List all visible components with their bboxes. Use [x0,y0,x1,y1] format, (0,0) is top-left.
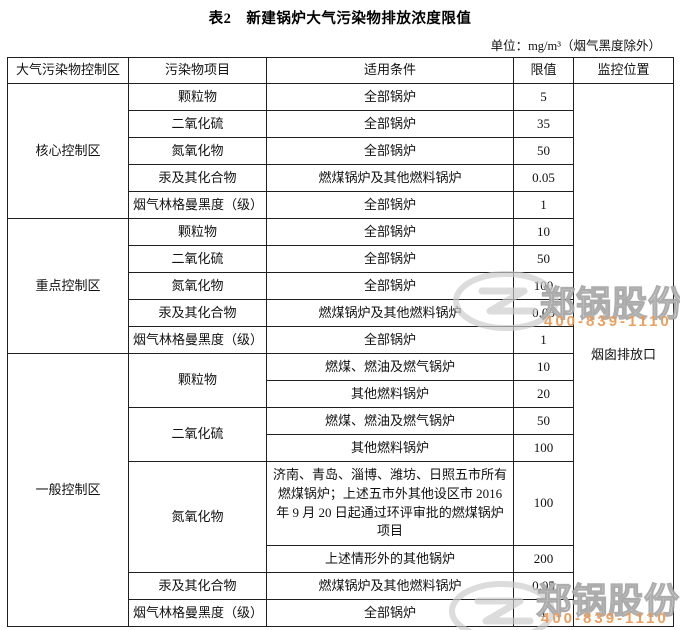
limit-cell: 50 [513,245,574,273]
limit-cell: 20 [513,380,574,408]
emission-limits-table: 大气污染物控制区 污染物项目 适用条件 限值 监控位置 核心控制区 颗粒物 全部… [7,57,674,627]
column-header-pollutant: 污染物项目 [128,57,267,84]
column-header-monitor: 监控位置 [573,57,674,84]
pollutant-cell: 汞及其化合物 [128,572,267,600]
table-row: 二氧化硫 燃煤、燃油及燃气锅炉 50 [8,407,674,462]
limit-cell: 50 [513,137,574,165]
table-row: 二氧化硫 全部锅炉 50 [8,245,674,273]
pollutant-cell: 烟气林格曼黑度（级） [128,191,267,219]
pollutant-cell: 氮氧化物 [128,137,267,165]
condition-cell: 全部锅炉 [266,272,514,300]
unit-note: 单位：mg/m³（烟气黑度除外） [490,39,661,53]
table-row: 核心控制区 颗粒物 全部锅炉 5 烟囱排放口 [7,83,674,627]
limit-cell: 10 [513,218,574,246]
limit-cell: 100 [513,434,574,462]
pollutant-cell: 二氧化硫 [128,407,267,462]
table-row: 二氧化硫 全部锅炉 35 [8,110,674,138]
pollutant-cell: 烟气林格曼黑度（级） [128,326,267,354]
table-row: 汞及其化合物 燃煤锅炉及其他燃料锅炉 0.05 [8,164,674,192]
limit-cell: 100 [513,461,574,546]
limit-cell: 100 [513,272,574,300]
table-row: 氮氧化物 济南、青岛、淄博、潍坊、日照五市所有燃煤锅炉；上述五市外其他设区市 2… [8,461,674,573]
condition-cell: 全部锅炉 [266,326,514,354]
zone-cell-key: 重点控制区 [7,218,129,354]
column-header-limit: 限值 [513,57,574,84]
condition-cell: 上述情形外的其他锅炉 [266,545,514,573]
zone-cell-core: 核心控制区 [7,83,129,219]
pollutant-cell: 氮氧化物 [128,272,267,300]
monitor-location-cell: 烟囱排放口 [573,83,674,627]
zone-cell-general: 一般控制区 [7,353,129,627]
condition-cell: 其他燃料锅炉 [266,380,514,408]
header-row: 大气污染物控制区 污染物项目 适用条件 限值 监控位置 [7,57,674,84]
condition-cell: 全部锅炉 [266,218,514,246]
limit-cell: 35 [513,110,574,138]
limit-cell: 0.05 [513,164,574,192]
table-row: 汞及其化合物 燃煤锅炉及其他燃料锅炉 0.05 [8,572,674,600]
limit-cell: 5 [513,83,574,111]
condition-cell: 其他燃料锅炉 [266,434,514,462]
table-row: 上述情形外的其他锅炉 200 [8,545,674,573]
pollutant-cell: 二氧化硫 [128,110,267,138]
pollutant-cell: 氮氧化物 [128,461,267,573]
limit-cell: 50 [513,407,574,435]
limit-cell: 1 [513,191,574,219]
limit-cell: 0.05 [513,299,574,327]
condition-cell: 燃煤锅炉及其他燃料锅炉 [266,299,514,327]
condition-cell: 全部锅炉 [266,191,514,219]
limit-cell: 0.05 [513,572,574,600]
condition-cell: 全部锅炉 [266,599,514,627]
condition-cell: 燃煤、燃油及燃气锅炉 [266,407,514,435]
column-header-condition: 适用条件 [266,57,514,84]
pollutant-cell: 颗粒物 [128,218,267,246]
table-body: 大气污染物控制区 污染物项目 适用条件 限值 监控位置 核心控制区 颗粒物 全部… [7,57,674,627]
table-row: 烟气林格曼黑度（级） 全部锅炉 1 [8,191,674,219]
table-row: 氮氧化物 全部锅炉 50 [8,137,674,165]
pollutant-cell: 烟气林格曼黑度（级） [128,599,267,627]
pollutant-cell: 二氧化硫 [128,245,267,273]
condition-cell: 全部锅炉 [266,110,514,138]
limit-cell: 1 [513,326,574,354]
table-row: 一般控制区 颗粒物 燃煤、燃油及燃气锅炉 10 [7,353,674,627]
condition-cell: 燃煤、燃油及燃气锅炉 [266,353,514,381]
limit-cell: 200 [513,545,574,573]
column-header-zone: 大气污染物控制区 [7,57,129,84]
condition-cell: 燃煤锅炉及其他燃料锅炉 [266,572,514,600]
pollutant-cell: 颗粒物 [128,353,267,408]
condition-cell: 济南、青岛、淄博、潍坊、日照五市所有燃煤锅炉；上述五市外其他设区市 2016 年… [266,461,514,546]
pollutant-cell: 汞及其化合物 [128,299,267,327]
table-row: 其他燃料锅炉 100 [8,434,674,462]
limit-cell: 1 [513,599,574,627]
pollutant-cell: 颗粒物 [128,83,267,111]
condition-cell: 全部锅炉 [266,83,514,111]
condition-cell: 燃煤锅炉及其他燃料锅炉 [266,164,514,192]
condition-cell: 全部锅炉 [266,137,514,165]
condition-cell: 全部锅炉 [266,245,514,273]
page-title: 表2 新建锅炉大气污染物排放浓度限值 [208,11,472,27]
pollutant-cell: 汞及其化合物 [128,164,267,192]
limit-cell: 10 [513,353,574,381]
